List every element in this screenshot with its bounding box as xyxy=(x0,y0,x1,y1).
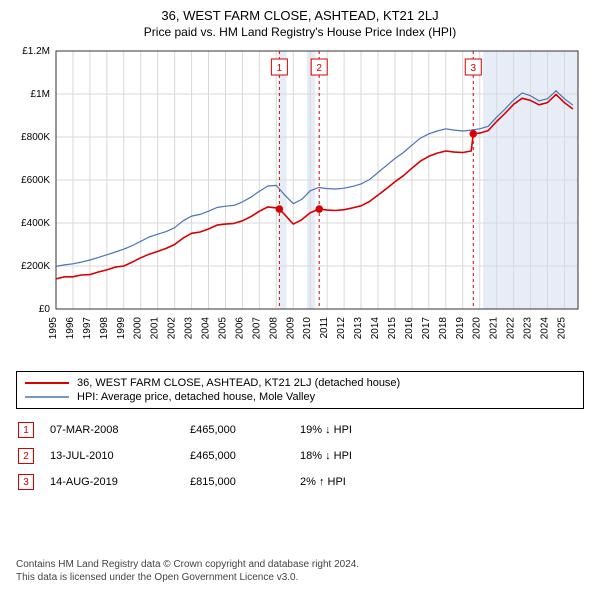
x-tick-label: 2022 xyxy=(506,317,517,340)
sales-table: 107-MAR-2008£465,00019% ↓ HPI213-JUL-201… xyxy=(16,417,584,495)
x-tick-label: 2002 xyxy=(167,317,178,340)
y-tick-label: £200K xyxy=(21,261,50,272)
line-chart: £0 £200K £400K £600K £800K £1M £1.2M 1995 1996 19… xyxy=(12,45,588,365)
x-tick-label: 2015 xyxy=(387,317,398,340)
x-tick-label: 2003 xyxy=(184,317,195,340)
y-tick-label: £800K xyxy=(21,132,50,143)
x-tick-label: 2009 xyxy=(285,317,296,340)
x-tick-label: 2005 xyxy=(217,317,228,340)
sale-date: 13-JUL-2010 xyxy=(50,450,190,462)
legend-row: HPI: Average price, detached house, Mole… xyxy=(25,390,575,404)
chart-title: 36, WEST FARM CLOSE, ASHTEAD, KT21 2LJ xyxy=(12,8,588,23)
x-tick-label: 2016 xyxy=(404,317,415,340)
event-marker-label: 1 xyxy=(277,63,283,74)
x-tick-label: 1996 xyxy=(65,317,76,340)
x-tick-label: 1999 xyxy=(116,317,127,340)
sale-hpi-diff: 19% ↓ HPI xyxy=(300,424,420,436)
x-tick-label: 2017 xyxy=(421,317,432,340)
x-tick-label: 2010 xyxy=(302,317,313,340)
sale-marker xyxy=(315,205,323,213)
x-tick-label: 2000 xyxy=(133,317,144,340)
x-tick-label: 1995 xyxy=(48,317,59,340)
y-tick-label: £1M xyxy=(31,89,50,100)
x-tick-label: 2014 xyxy=(370,317,381,340)
x-tick-label: 1998 xyxy=(99,317,110,340)
legend-swatch xyxy=(25,378,69,388)
sale-index-marker: 1 xyxy=(18,422,34,438)
chart-subtitle: Price paid vs. HM Land Registry's House … xyxy=(12,25,588,39)
sale-price: £465,000 xyxy=(190,424,300,436)
legend-label: 36, WEST FARM CLOSE, ASHTEAD, KT21 2LJ (… xyxy=(77,377,400,389)
sale-hpi-diff: 2% ↑ HPI xyxy=(300,476,420,488)
chart-container: 36, WEST FARM CLOSE, ASHTEAD, KT21 2LJ P… xyxy=(0,0,600,590)
x-tick-label: 2006 xyxy=(234,317,245,340)
sale-index-marker: 3 xyxy=(18,474,34,490)
y-tick-label: £400K xyxy=(21,218,50,229)
sale-price: £465,000 xyxy=(190,450,300,462)
x-tick-label: 2024 xyxy=(539,317,550,340)
x-tick-label: 2012 xyxy=(336,317,347,340)
footer-line: This data is licensed under the Open Gov… xyxy=(16,571,584,584)
sale-date: 07-MAR-2008 xyxy=(50,424,190,436)
x-tick-label: 2011 xyxy=(319,317,330,339)
title-block: 36, WEST FARM CLOSE, ASHTEAD, KT21 2LJ P… xyxy=(12,8,588,45)
chart-area: £0 £200K £400K £600K £800K £1M £1.2M 1995 1996 19… xyxy=(12,45,588,365)
x-tick-label: 2004 xyxy=(201,317,212,340)
x-tick-label: 2007 xyxy=(251,317,262,340)
legend-swatch xyxy=(25,392,69,402)
y-tick-label: £1.2M xyxy=(22,46,50,57)
sales-row: 2 13-JUL-2010£465,00018% ↓ HPI xyxy=(16,443,584,469)
sale-index-marker: 2 xyxy=(18,448,34,464)
y-tick-label: £0 xyxy=(39,304,51,315)
x-tick-label: 2001 xyxy=(150,317,161,340)
sale-date: 14-AUG-2019 xyxy=(50,476,190,488)
x-tick-label: 2021 xyxy=(489,317,500,340)
sales-row: 3 14-AUG-2019£815,0002% ↑ HPI xyxy=(16,469,584,495)
x-tick-label: 1997 xyxy=(82,317,93,340)
legend-label: HPI: Average price, detached house, Mole… xyxy=(77,391,315,403)
legend: 36, WEST FARM CLOSE, ASHTEAD, KT21 2LJ (… xyxy=(16,371,584,409)
event-marker-label: 3 xyxy=(470,63,476,74)
event-marker-label: 2 xyxy=(316,63,322,74)
sale-marker xyxy=(469,130,477,138)
footer-line: Contains HM Land Registry data © Crown c… xyxy=(16,558,584,571)
sale-price: £815,000 xyxy=(190,476,300,488)
x-tick-label: 2013 xyxy=(353,317,364,340)
footer-attribution: Contains HM Land Registry data © Crown c… xyxy=(12,554,588,584)
sale-marker xyxy=(276,205,284,213)
x-tick-label: 2008 xyxy=(268,317,279,340)
sale-hpi-diff: 18% ↓ HPI xyxy=(300,450,420,462)
x-tick-label: 2018 xyxy=(438,317,449,340)
x-tick-label: 2025 xyxy=(556,317,567,340)
x-tick-label: 2019 xyxy=(455,317,466,340)
y-tick-label: £600K xyxy=(21,175,50,186)
legend-row: 36, WEST FARM CLOSE, ASHTEAD, KT21 2LJ (… xyxy=(25,376,575,390)
sales-row: 1 07-MAR-2008£465,00019% ↓ HPI xyxy=(16,417,584,443)
x-tick-label: 2020 xyxy=(472,317,483,340)
x-tick-label: 2023 xyxy=(523,317,534,340)
